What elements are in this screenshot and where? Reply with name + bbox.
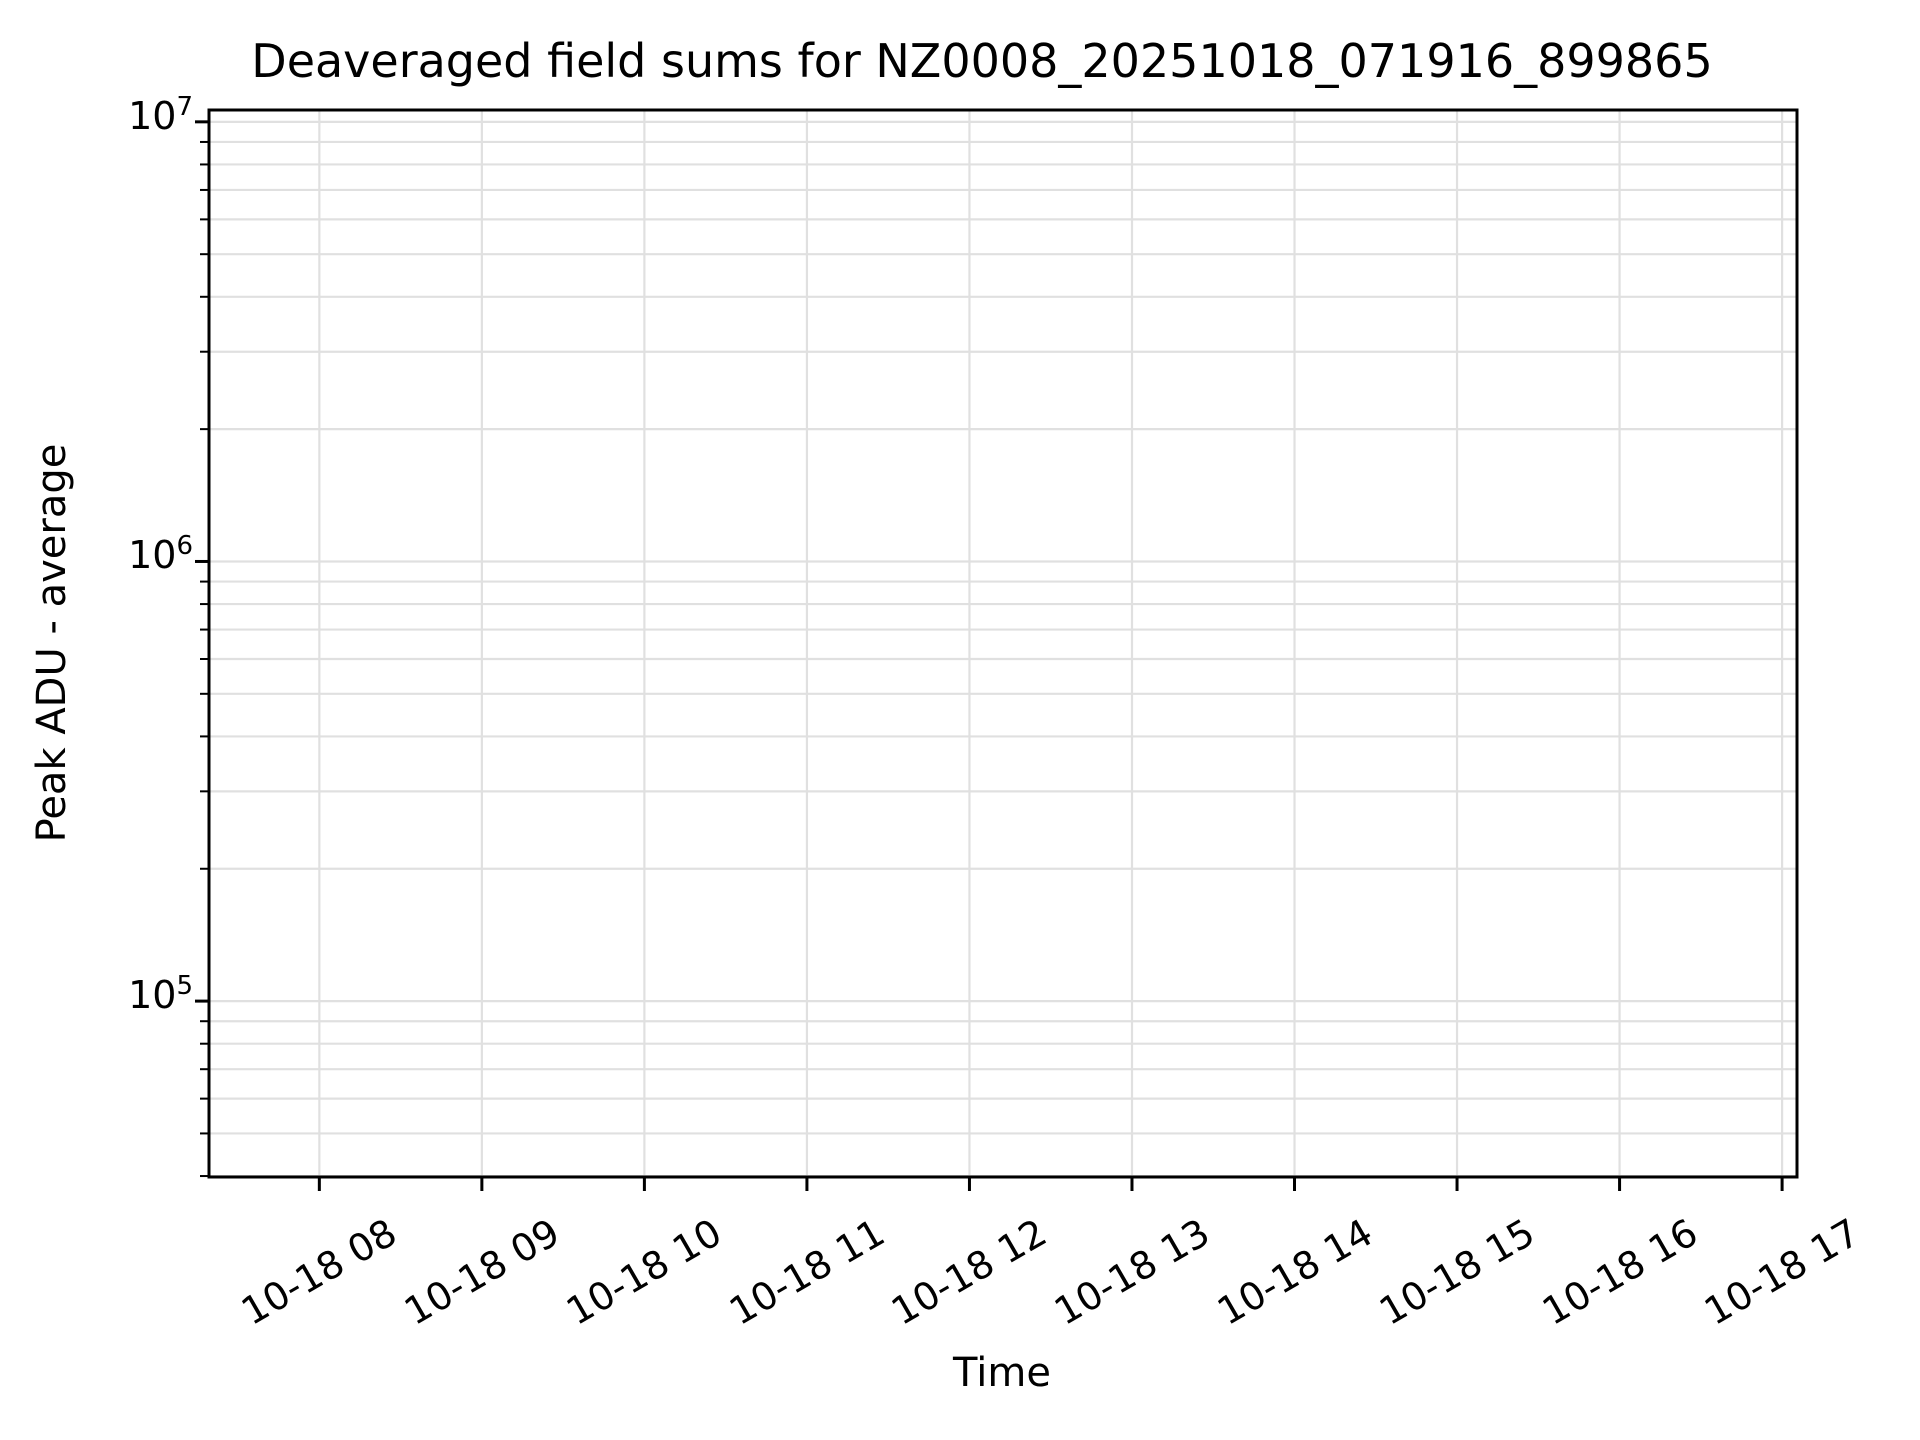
axes-spines [207,108,1799,1179]
gridlines [209,110,1797,1178]
y-tick-label: 107 [128,91,193,138]
y-axis-label: Peak ADU - average [29,443,75,843]
x-axis-label: Time [953,1350,1051,1396]
y-tick-label: 106 [128,531,193,578]
tick-marks [195,120,1784,1191]
chart-title: Deaveraged field sums for NZ0008_2025101… [251,34,1713,88]
y-tick-label: 105 [128,971,193,1018]
